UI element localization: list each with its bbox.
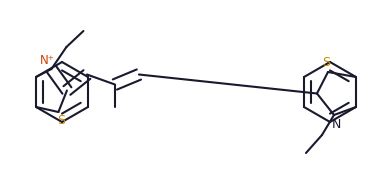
Text: N: N — [331, 118, 341, 132]
Text: S: S — [57, 114, 65, 127]
Text: S: S — [322, 55, 330, 69]
Text: N⁺: N⁺ — [40, 53, 55, 66]
